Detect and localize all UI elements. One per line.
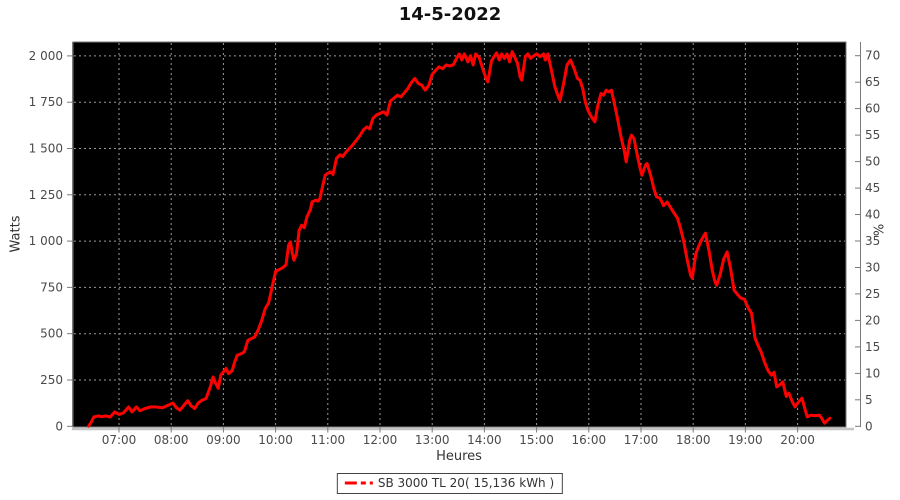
svg-text:55: 55 — [865, 128, 880, 142]
svg-text:17:00: 17:00 — [624, 433, 659, 447]
legend-label: SB 3000 TL 20( 15,136 kWh ) — [377, 476, 555, 490]
svg-text:40: 40 — [865, 208, 880, 222]
svg-text:12:00: 12:00 — [363, 433, 398, 447]
svg-text:60: 60 — [865, 102, 880, 116]
chart-title: 14-5-2022 — [398, 4, 502, 25]
legend: SB 3000 TL 20( 15,136 kWh ) — [336, 473, 564, 494]
svg-text:50: 50 — [865, 155, 880, 169]
svg-text:1 000: 1 000 — [29, 234, 63, 248]
svg-text:65: 65 — [865, 75, 880, 89]
svg-text:11:00: 11:00 — [311, 433, 346, 447]
legend-line-sample-icon — [344, 481, 373, 485]
svg-text:2 000: 2 000 — [29, 49, 63, 63]
svg-text:500: 500 — [40, 327, 63, 341]
svg-text:19:00: 19:00 — [728, 433, 763, 447]
svg-text:16:00: 16:00 — [572, 433, 607, 447]
svg-text:5: 5 — [865, 393, 873, 407]
svg-text:0: 0 — [865, 419, 873, 433]
svg-text:1 500: 1 500 — [29, 142, 63, 156]
svg-text:15: 15 — [865, 340, 880, 354]
svg-text:1 250: 1 250 — [29, 188, 63, 202]
svg-text:14:00: 14:00 — [467, 433, 502, 447]
svg-text:18:00: 18:00 — [676, 433, 711, 447]
svg-text:250: 250 — [40, 373, 63, 387]
svg-text:15:00: 15:00 — [519, 433, 554, 447]
heures-axis-title: Heures — [436, 449, 482, 464]
svg-text:0: 0 — [55, 419, 63, 433]
svg-text:08:00: 08:00 — [154, 433, 189, 447]
svg-text:09:00: 09:00 — [206, 433, 241, 447]
svg-text:45: 45 — [865, 181, 880, 195]
svg-text:70: 70 — [865, 49, 880, 63]
svg-text:20:00: 20:00 — [780, 433, 815, 447]
chart-plot: 0 250 500 750 1 000 1 250 1 500 1 750 2 000 0 5 10 1… — [29, 41, 880, 447]
svg-text:07:00: 07:00 — [102, 433, 137, 447]
svg-text:25: 25 — [865, 287, 880, 301]
svg-text:10: 10 — [865, 366, 880, 380]
svg-text:20: 20 — [865, 313, 880, 327]
svg-text:1 750: 1 750 — [29, 95, 63, 109]
svg-text:35: 35 — [865, 234, 880, 248]
svg-text:30: 30 — [865, 261, 880, 275]
svg-text:10:00: 10:00 — [258, 433, 293, 447]
svg-text:750: 750 — [40, 280, 63, 294]
svg-text:13:00: 13:00 — [415, 433, 450, 447]
